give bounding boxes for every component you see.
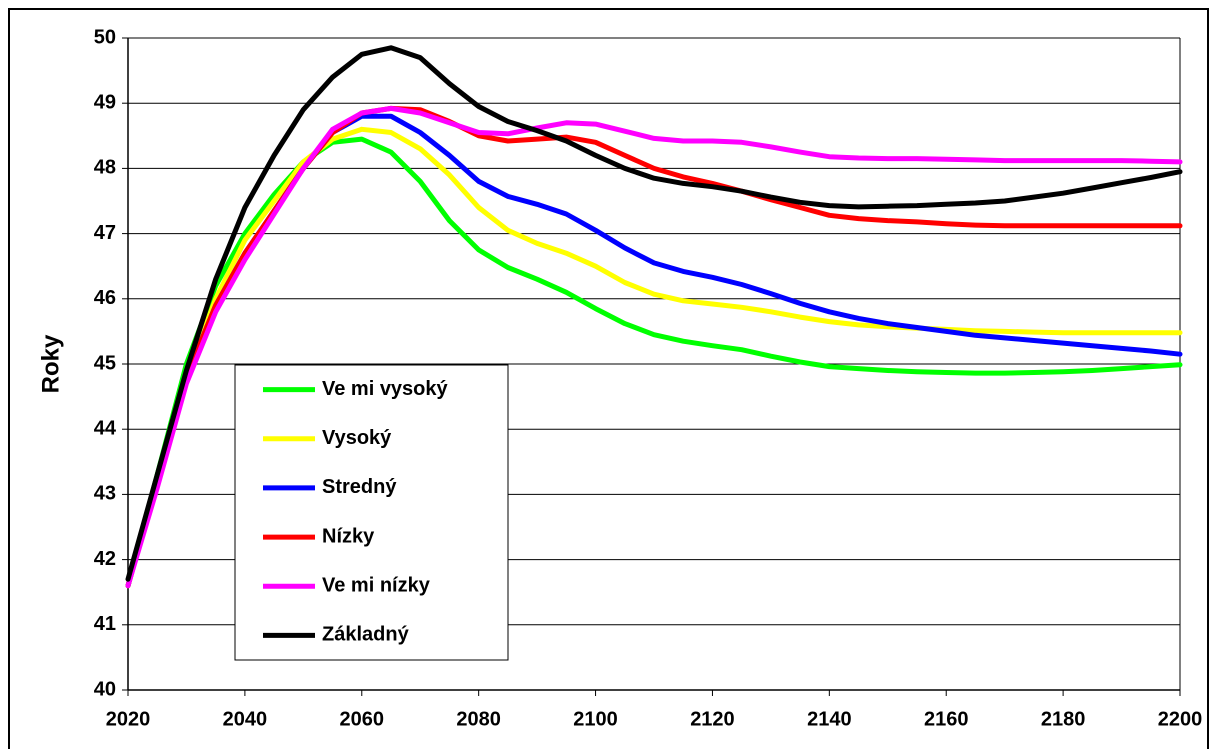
x-tick-label: 2040 <box>223 708 268 730</box>
legend-label: Vysoký <box>322 427 392 449</box>
y-tick-label: 44 <box>94 417 117 439</box>
legend: Ve mi vysoký Vysoký Stredný Nízky Ve mi nízk… <box>234 364 509 661</box>
x-tick-label: 2020 <box>106 708 151 730</box>
y-axis-title: Roky <box>37 334 64 393</box>
legend-label: Základný <box>322 624 410 646</box>
y-tick-label: 50 <box>94 26 116 48</box>
x-tick-label: 2100 <box>573 708 618 730</box>
series-line <box>125 105 1183 589</box>
y-tick-label: 46 <box>94 287 116 309</box>
y-tick-label: 47 <box>94 222 116 244</box>
y-tick-label: 48 <box>94 157 116 179</box>
y-tick-label: 43 <box>94 483 116 505</box>
x-tick-label: 2060 <box>340 708 385 730</box>
x-tick-label: 2080 <box>456 708 501 730</box>
chart-border <box>8 8 1209 749</box>
series-line <box>125 45 1183 582</box>
legend-label: Ve mi nízky <box>322 575 431 597</box>
legend-box <box>234 364 509 661</box>
x-tick-label: 2200 <box>1158 708 1203 730</box>
y-tick-label: 49 <box>94 91 116 113</box>
y-tick-label: 41 <box>94 613 116 635</box>
legend-label: Ve mi vysoký <box>322 378 449 400</box>
x-tick-label: 2120 <box>690 708 735 730</box>
legend-label: Stredný <box>322 476 397 498</box>
x-tick-label: 2140 <box>807 708 852 730</box>
series-line <box>125 126 1183 589</box>
y-tick-label: 40 <box>94 678 116 700</box>
x-tick-label: 2180 <box>1041 708 1086 730</box>
y-tick-label: 45 <box>94 352 116 374</box>
y-tick-label: 42 <box>94 548 116 570</box>
x-tick-label: 2160 <box>924 708 969 730</box>
legend-label: Nízky <box>322 525 375 547</box>
